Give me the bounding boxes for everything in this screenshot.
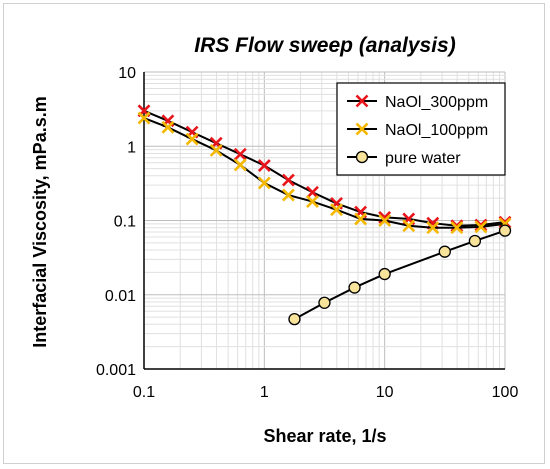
y-tick-label: 0.1 [114,214,136,231]
series-line [143,117,506,229]
x-axis-label: Shear rate, 1/s [263,426,386,446]
data-point [281,173,295,187]
legend-item: NaOl_300ppm [347,94,488,111]
legend-marker [355,150,369,164]
series-naol-300ppm [137,104,512,233]
legend-marker [355,122,369,136]
data-point [354,212,368,226]
data-point [450,219,464,233]
data-point [438,245,451,258]
y-tick-label: 0.01 [105,288,136,305]
data-point [233,158,247,172]
y-axis-label: Interfacial Viscosity, mPa.s.m [30,96,50,347]
chart-frame [3,3,545,464]
data-point [281,188,295,202]
data-point [185,132,199,146]
tick-labels: 0.1 1 10 100 0.001 0.01 0.1 1 10 [96,65,518,401]
legend-label: pure water [385,150,461,167]
chart-title: IRS Flow sweep (analysis) [194,34,455,57]
x-tick-label: 0.1 [133,384,155,401]
data-point [348,281,361,294]
series-layer [137,104,512,326]
series-pure-water [288,224,512,326]
data-point [318,296,331,309]
data-point [426,221,440,235]
data-point [468,234,482,248]
x-tick-label: 10 [376,384,394,401]
y-tick-label: 1 [127,139,136,156]
legend-item: NaOl_100ppm [347,122,488,139]
series-naol-100ppm [137,111,512,235]
data-point [378,214,392,227]
x-tick-label: 100 [492,384,519,401]
data-point [450,221,464,235]
data-point [378,267,391,281]
data-point [257,159,271,172]
data-point [209,143,223,157]
data-point [498,224,512,237]
data-point [137,111,151,125]
data-point [257,176,271,190]
data-point [233,147,247,161]
legend-marker [355,94,369,108]
y-tick-label: 10 [118,65,136,82]
data-point [306,185,319,199]
data-point [330,203,343,217]
legend-item: pure water [347,150,461,167]
series-line [143,109,506,227]
data-point [288,312,301,326]
legend-label: NaOl_100ppm [385,122,488,139]
axes [143,72,505,370]
legend-label: NaOl_300ppm [385,94,488,111]
data-point [161,120,175,134]
data-point [306,195,319,208]
data-point [402,219,416,233]
data-point [474,218,488,232]
data-point [474,220,488,234]
x-tick-label: 1 [260,384,269,401]
y-tick-label: 0.001 [96,362,136,379]
